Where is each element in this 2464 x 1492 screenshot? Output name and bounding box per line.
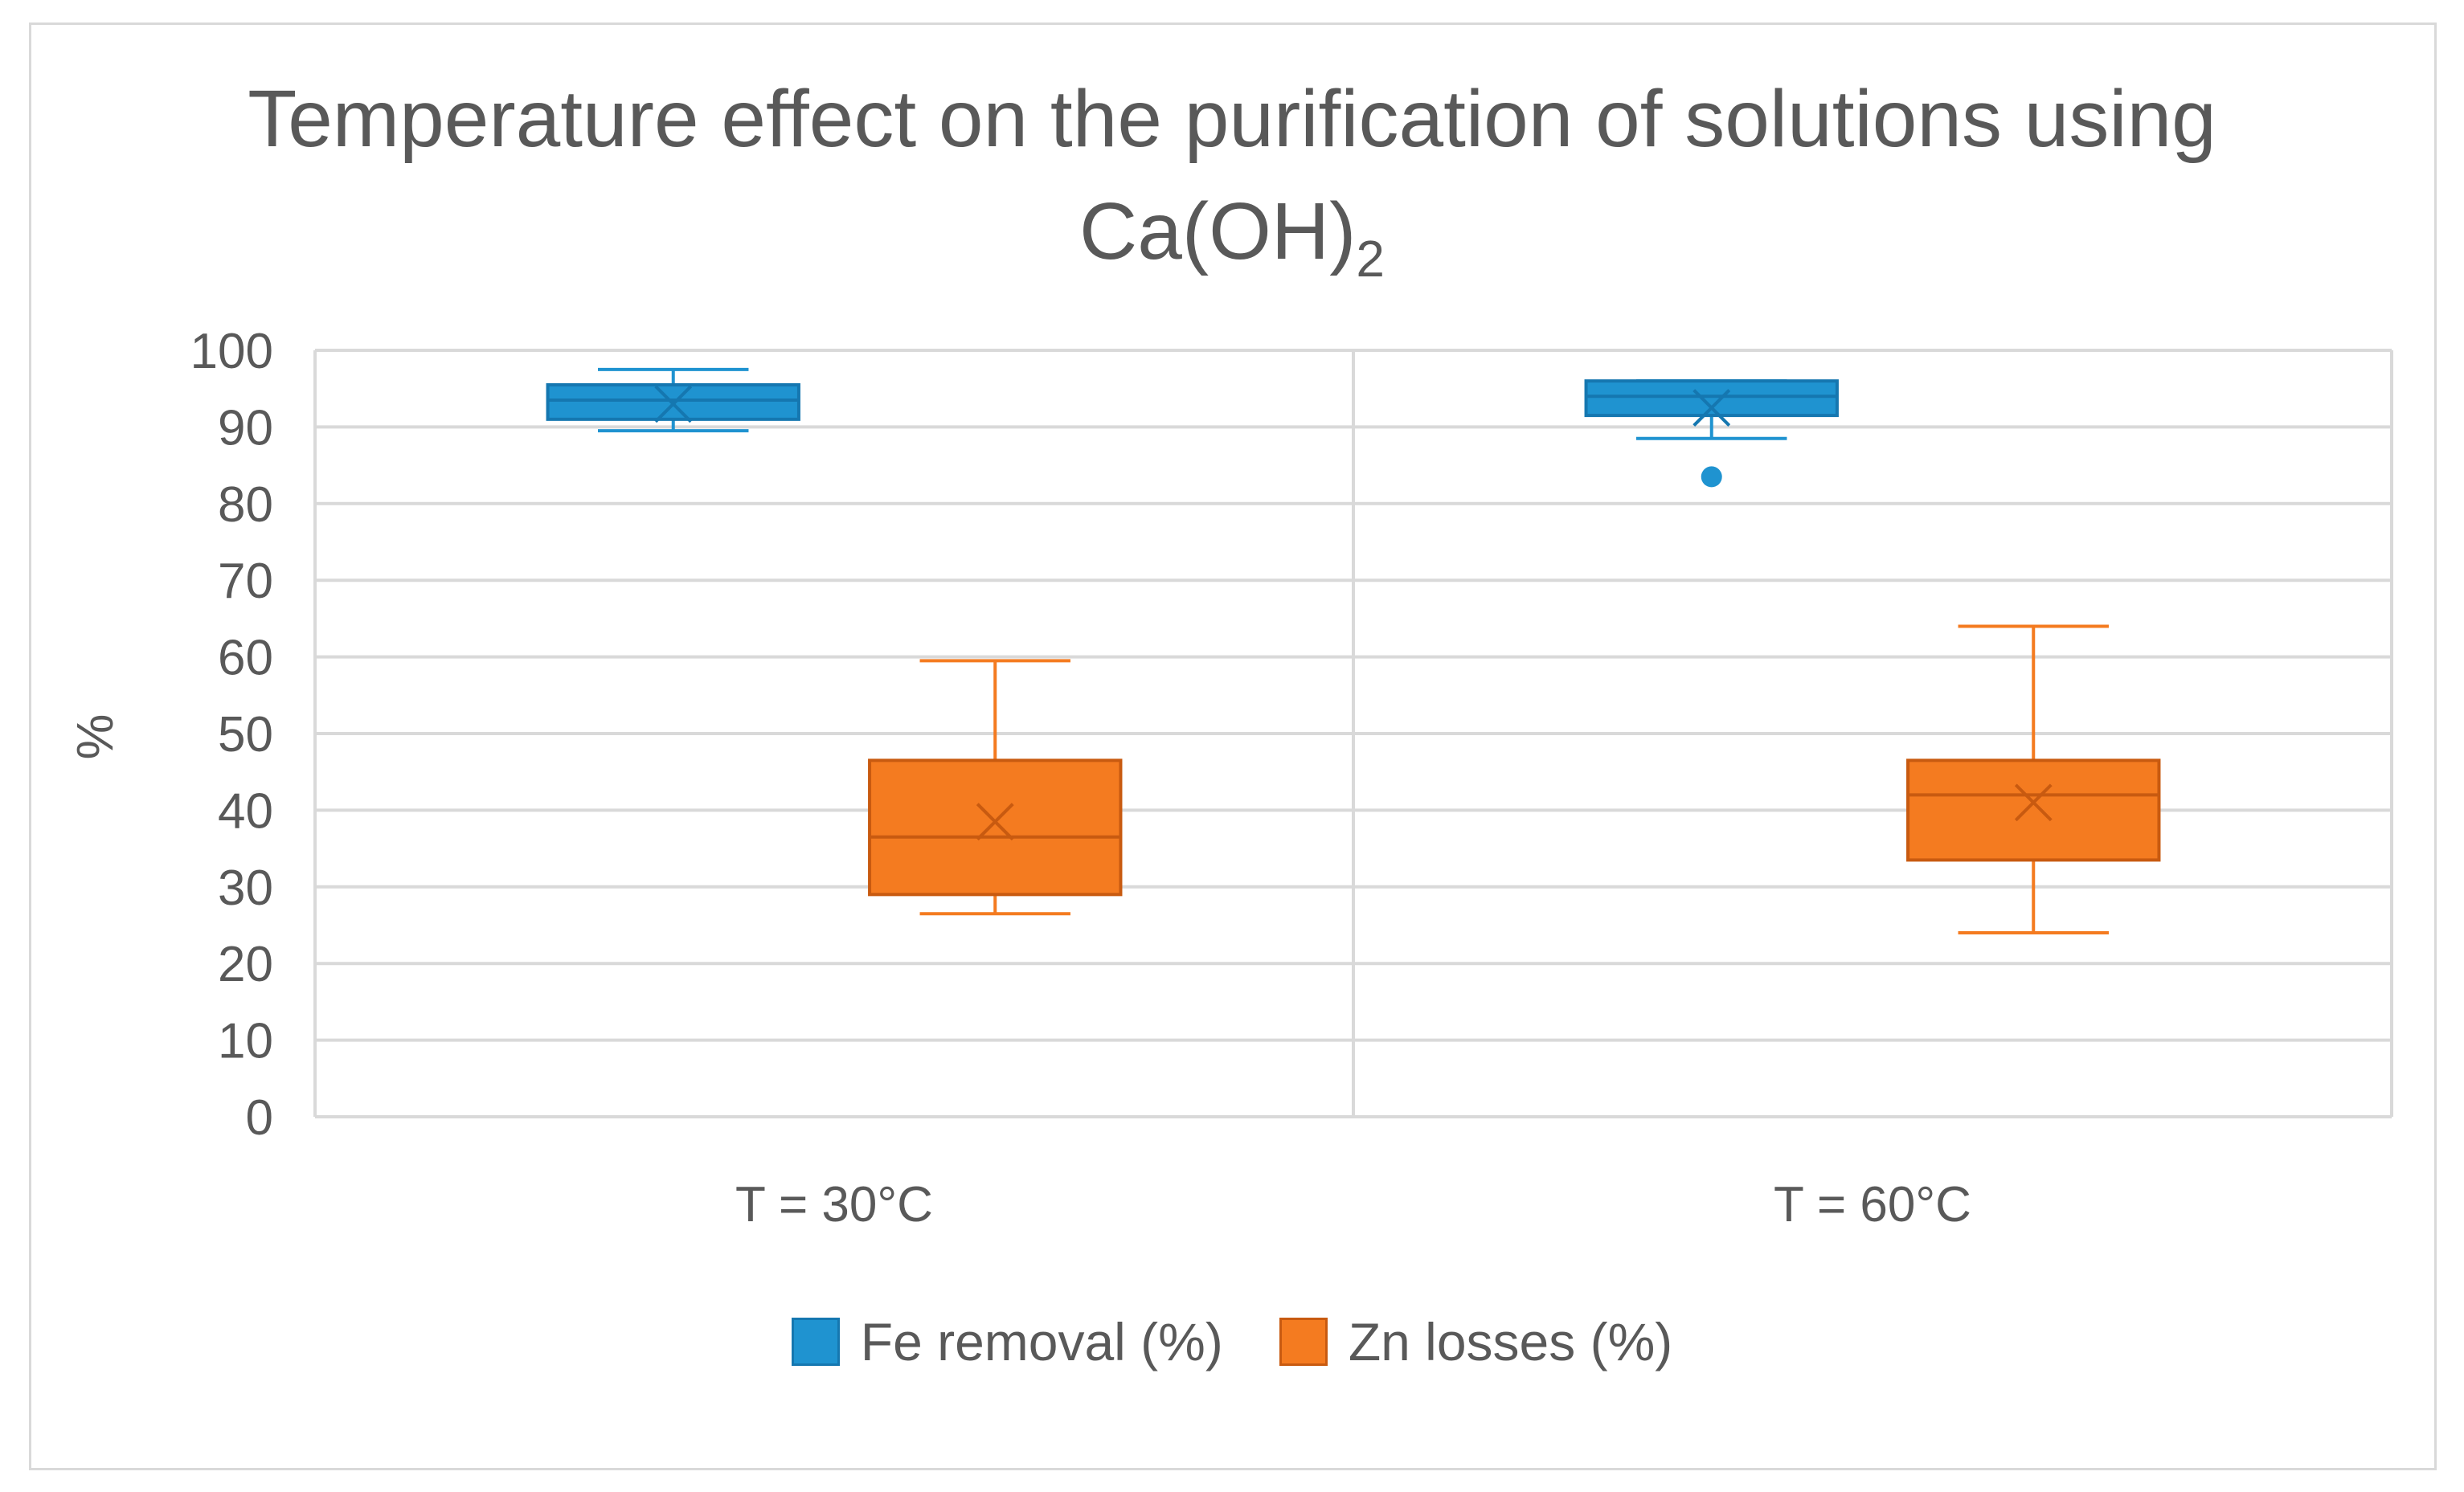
chart-title-subscript: 2 bbox=[1356, 230, 1385, 288]
y-tick-label: 100 bbox=[190, 324, 273, 379]
box-iqr bbox=[1906, 758, 2161, 862]
legend: Fe removal (%) Zn losses (%) bbox=[0, 1311, 2464, 1372]
y-tick-label: 70 bbox=[218, 554, 273, 609]
y-axis-label: % bbox=[66, 714, 124, 760]
legend-swatch bbox=[1279, 1318, 1328, 1366]
chart-title-formula: Ca(OH) bbox=[1079, 186, 1357, 276]
mean-marker bbox=[976, 803, 1014, 841]
y-tick-label: 60 bbox=[218, 631, 273, 686]
y-tick-label: 0 bbox=[246, 1090, 273, 1146]
box-iqr bbox=[1584, 379, 1839, 418]
legend-swatch bbox=[791, 1318, 840, 1366]
chart-title-line-2: Ca(OH)2 bbox=[0, 183, 2464, 307]
legend-label: Zn losses (%) bbox=[1348, 1312, 1673, 1371]
mean-marker bbox=[1692, 389, 1731, 427]
mean-marker bbox=[2014, 783, 2053, 822]
chart-frame bbox=[29, 22, 2437, 1470]
y-tick-label: 10 bbox=[218, 1014, 273, 1069]
y-tick-label: 40 bbox=[218, 783, 273, 839]
chart-title-line-1: Temperature effect on the purification o… bbox=[248, 74, 2216, 164]
box-iqr bbox=[868, 758, 1123, 897]
y-tick-label: 90 bbox=[218, 400, 273, 456]
y-tick-label: 30 bbox=[218, 860, 273, 916]
mean-marker bbox=[654, 385, 693, 423]
x-tick-label: T = 30°C bbox=[735, 1177, 933, 1232]
legend-item: Zn losses (%) bbox=[1279, 1311, 1672, 1372]
y-tick-label: 80 bbox=[218, 477, 273, 533]
x-tick-label: T = 60°C bbox=[1774, 1177, 1971, 1232]
y-tick-label: 50 bbox=[218, 707, 273, 762]
chart-title: Temperature effect on the purification o… bbox=[0, 71, 2464, 167]
y-tick-label: 20 bbox=[218, 937, 273, 992]
legend-item: Fe removal (%) bbox=[791, 1311, 1223, 1372]
outlier-point bbox=[1701, 466, 1722, 488]
legend-label: Fe removal (%) bbox=[860, 1312, 1223, 1371]
